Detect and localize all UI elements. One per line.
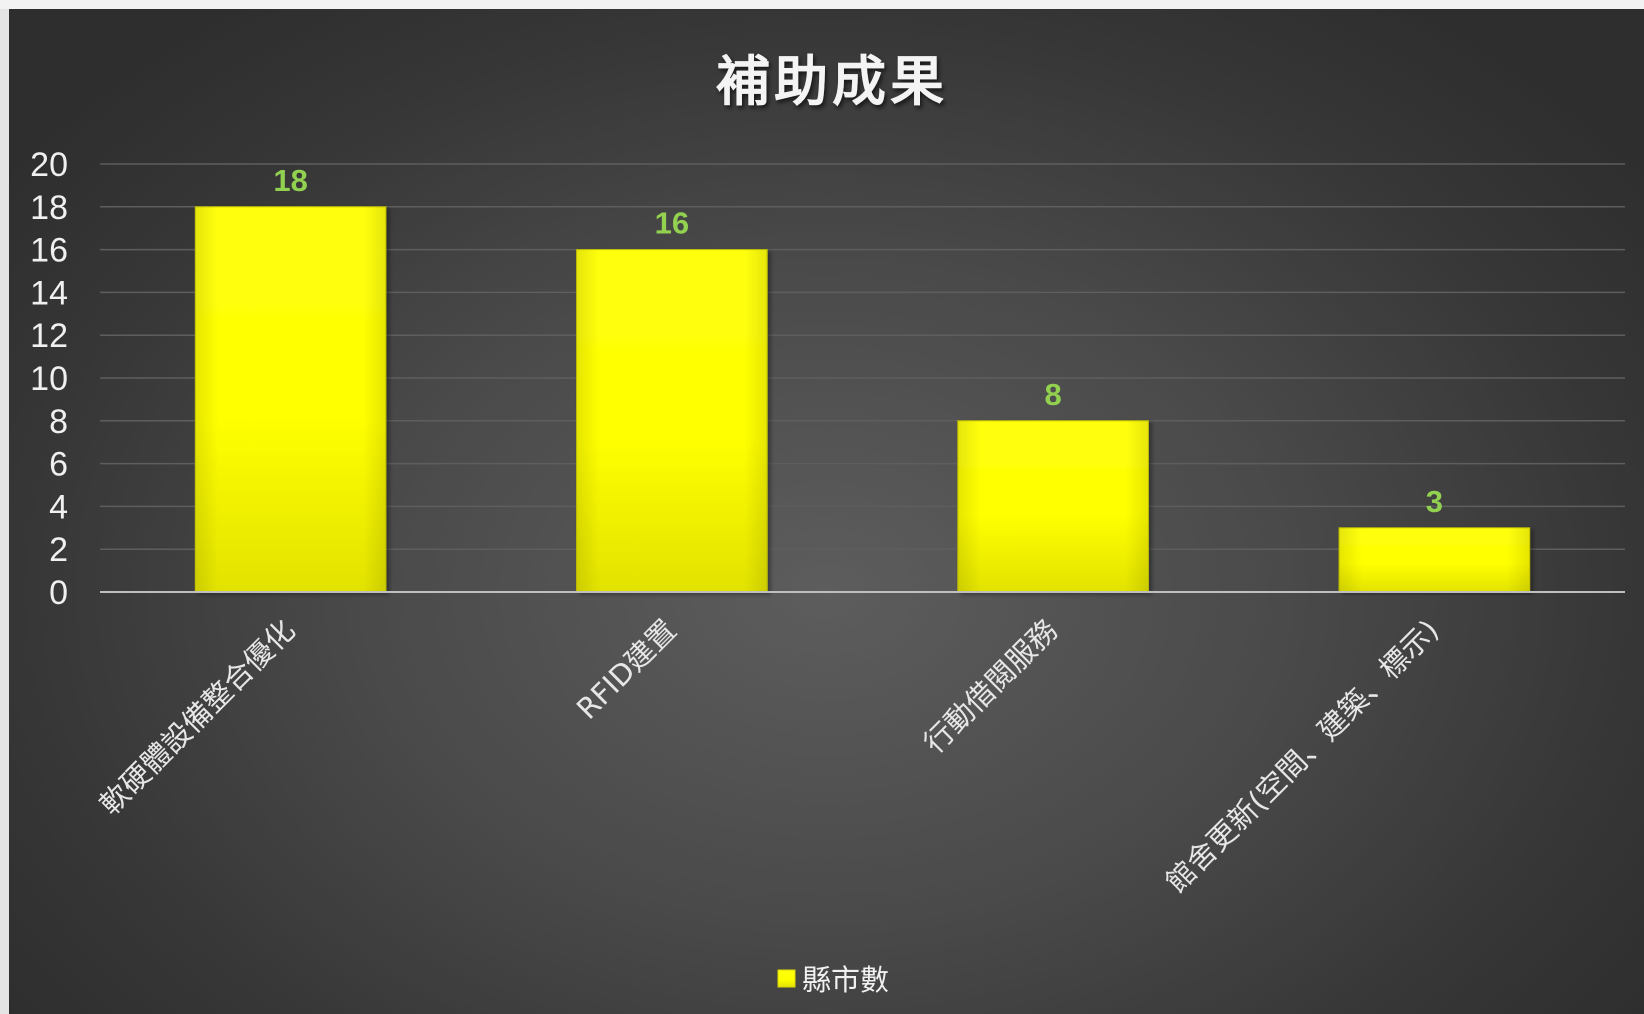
y-tick-label: 18 — [30, 189, 68, 227]
category-label: 軟硬體設備整合優化 — [93, 613, 302, 822]
data-label: 3 — [1426, 484, 1443, 519]
y-axis-ticks: 0 2 4 6 8 10 12 14 16 18 20 — [30, 146, 68, 612]
data-label: 16 — [655, 206, 689, 241]
legend-label: 縣市數 — [802, 963, 889, 997]
data-labels: 18 16 8 3 — [273, 163, 1443, 519]
category-label: 館舍更新(空間、建築、標示) — [1159, 613, 1445, 899]
y-tick-label: 12 — [30, 317, 68, 355]
category-labels: 軟硬體設備整合優化 RFID建置 行動借閱服務 館舍更新(空間、建築、標示) — [93, 613, 1445, 899]
y-tick-label: 14 — [30, 274, 68, 312]
y-tick-label: 10 — [30, 360, 68, 398]
top-band — [0, 0, 1644, 9]
bar-shading — [195, 206, 386, 593]
data-label: 18 — [273, 163, 307, 198]
y-tick-label: 20 — [30, 146, 68, 184]
legend-swatch — [777, 969, 796, 988]
data-label: 8 — [1045, 377, 1062, 412]
y-tick-label: 8 — [49, 403, 68, 441]
bars — [194, 206, 1531, 593]
y-tick-label: 16 — [30, 232, 68, 270]
y-tick-label: 6 — [49, 446, 68, 484]
category-label: RFID建置 — [570, 613, 683, 726]
category-label: 行動借閱服務 — [917, 613, 1064, 760]
y-tick-label: 0 — [49, 574, 68, 612]
chart-title: 補助成果 — [716, 50, 948, 113]
bar-shading — [957, 420, 1149, 592]
bar-shading — [1339, 527, 1530, 592]
y-tick-label: 2 — [49, 531, 68, 569]
left-band — [0, 9, 9, 1014]
bar-shading — [576, 249, 768, 592]
y-tick-label: 4 — [49, 488, 68, 526]
legend[interactable]: 縣市數 — [777, 963, 889, 997]
